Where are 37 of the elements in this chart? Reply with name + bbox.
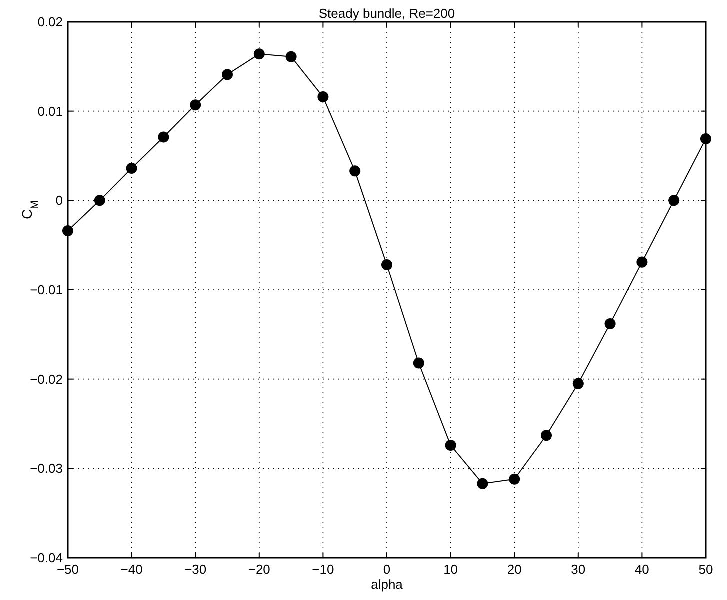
point [668, 195, 680, 206]
point [382, 259, 392, 270]
y-tick-label: −0.03 [30, 461, 63, 476]
x-tick-label: −20 [248, 562, 270, 577]
y-tick-label: −0.02 [30, 372, 63, 387]
point [190, 100, 202, 111]
point [541, 430, 552, 442]
x-tick-label: −10 [312, 562, 334, 577]
point [604, 318, 616, 330]
point [222, 69, 233, 80]
x-tick-label: −40 [120, 562, 143, 577]
x-tick-label: 0 [383, 562, 391, 577]
x-tick-label: 40 [634, 562, 650, 577]
y-tick-label: 0.02 [38, 14, 63, 30]
x-tick-label: 20 [507, 562, 522, 577]
point [572, 378, 584, 390]
point [254, 48, 265, 60]
point [350, 166, 361, 177]
point [636, 256, 648, 268]
point [318, 92, 329, 103]
point [158, 132, 170, 143]
point [286, 51, 297, 62]
point [126, 163, 138, 174]
chart-title: Steady bundle, Re=200 [318, 6, 456, 21]
x-tick-label: −30 [184, 562, 207, 577]
point [413, 358, 424, 369]
point [445, 440, 456, 451]
point [477, 478, 488, 490]
y-tick-label: −0.01 [30, 282, 63, 298]
y-tick-label: 0 [56, 193, 63, 208]
y-tick-label: 0.01 [38, 104, 63, 119]
x-tick-label: 10 [444, 562, 458, 577]
x-axis-title: alpha [371, 577, 404, 592]
x-tick-label: 50 [698, 562, 714, 577]
point [509, 474, 520, 485]
x-tick-label: 30 [571, 562, 586, 577]
point [94, 195, 106, 206]
